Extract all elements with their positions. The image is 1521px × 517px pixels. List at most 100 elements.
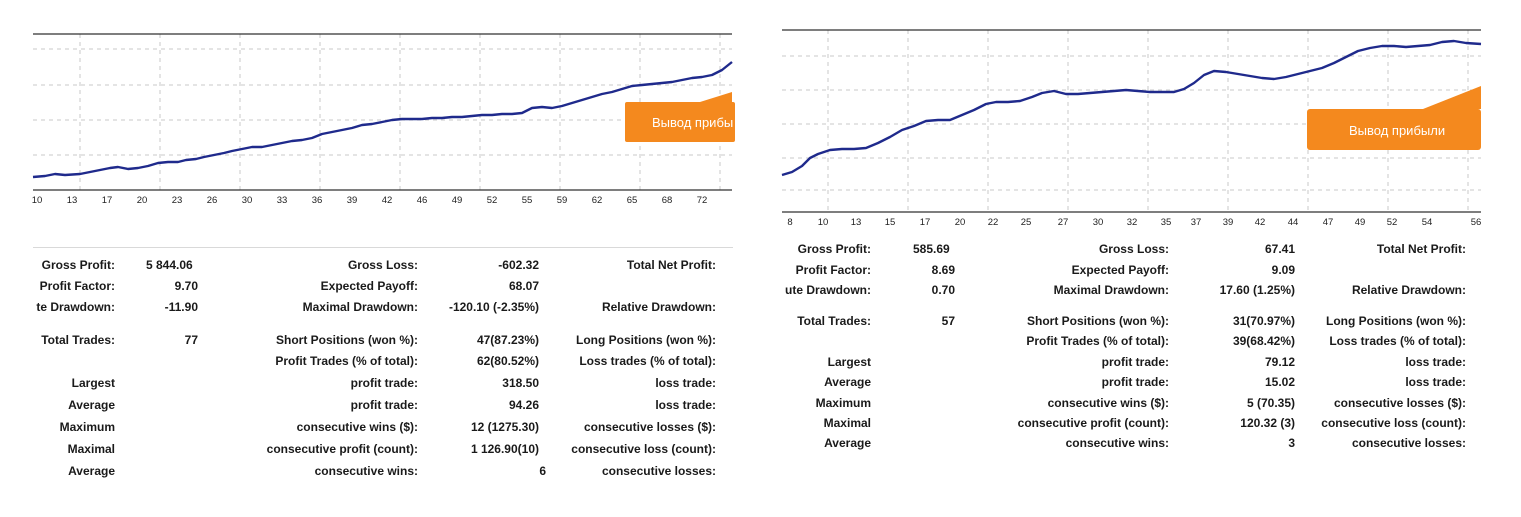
left-x-tick-labels: 10 13 17 20 23 26 30 33 36 39 42 46 49 5…: [32, 195, 708, 206]
left-badge-text: Вывод прибы: [652, 115, 733, 130]
left-x-tick: 65: [627, 195, 638, 206]
left-x-tick: 20: [137, 195, 148, 206]
left-x-tick: 13: [67, 195, 78, 206]
maximal-label: Maximal: [67, 442, 115, 456]
short-positions-value: 31(70.97%): [1232, 314, 1295, 328]
expected-payoff-value: 68.07: [508, 279, 539, 293]
largest-profit-trade-label: profit trade:: [1101, 355, 1169, 369]
max-consecutive-loss-label: consecutive loss (count):: [1321, 416, 1466, 430]
max-consecutive-losses-label: consecutive losses ($):: [1333, 396, 1466, 410]
max-consecutive-profit-value: 120.32 (3): [1240, 416, 1295, 430]
profit-trades-value: 39(68.42%): [1232, 334, 1295, 348]
right-x-tick: 42: [1255, 217, 1266, 228]
short-positions-label: Short Positions (won %):: [276, 333, 418, 347]
left-x-tick: 30: [242, 195, 253, 206]
average-consecutive-label: Average: [824, 436, 871, 450]
left-withdrawal-badge: Вывод прибы: [625, 92, 735, 142]
absolute-drawdown-value: -11.90: [164, 300, 198, 314]
right-x-tick: 49: [1355, 217, 1366, 228]
right-x-tick: 37: [1191, 217, 1202, 228]
average-label: Average: [68, 398, 115, 412]
right-badge-text: Вывод прибыли: [1349, 123, 1445, 138]
profit-factor-label: Profit Factor:: [39, 279, 115, 293]
total-trades-value: 57: [941, 314, 955, 328]
gross-profit-label: Gross Profit:: [41, 258, 115, 272]
left-x-tick: 23: [172, 195, 183, 206]
left-x-tick: 68: [662, 195, 673, 206]
right-x-tick: 56: [1471, 217, 1482, 228]
right-x-tick: 15: [885, 217, 896, 228]
right-equity-chart: 8 10 13 15 17 20 22 25 27 30 32 35 37 39…: [781, 29, 1481, 228]
long-positions-label: Long Positions (won %):: [1326, 314, 1466, 328]
gross-loss-value: -602.32: [498, 258, 539, 272]
left-x-tick: 55: [522, 195, 533, 206]
avg-consecutive-wins-value: 3: [1288, 436, 1295, 450]
left-x-tick: 72: [697, 195, 708, 206]
maximum-label: Maximum: [59, 420, 115, 434]
expected-payoff-label: Expected Payoff:: [320, 279, 418, 293]
left-x-tick: 10: [32, 195, 43, 206]
average-profit-trade-value: 15.02: [1264, 375, 1295, 389]
profit-trades-label: Profit Trades (% of total):: [1026, 334, 1169, 348]
profit-factor-value: 8.69: [931, 263, 955, 277]
long-positions-label: Long Positions (won %):: [576, 333, 716, 347]
max-consecutive-losses-label: consecutive losses ($):: [583, 420, 716, 434]
right-x-tick-labels: 8 10 13 15 17 20 22 25 27 30 32 35 37 39…: [787, 217, 1481, 228]
relative-drawdown-label: Relative Drawdown:: [601, 300, 716, 314]
max-consecutive-profit-label: consecutive profit (count):: [266, 442, 418, 456]
right-x-tick: 22: [988, 217, 999, 228]
loss-trades-label: Loss trades (% of total):: [1329, 334, 1466, 348]
gross-loss-label: Gross Loss:: [347, 258, 418, 272]
right-x-tick: 32: [1127, 217, 1138, 228]
right-x-tick: 8: [787, 217, 792, 228]
largest-label: Largest: [827, 355, 871, 369]
total-net-profit-label: Total Net Profit:: [1376, 242, 1466, 256]
average-profit-trade-label: profit trade:: [1101, 375, 1169, 389]
left-x-tick: 62: [592, 195, 603, 206]
right-x-tick: 47: [1323, 217, 1334, 228]
avg-consecutive-wins-value: 6: [539, 464, 546, 478]
profit-factor-label: Profit Factor:: [795, 263, 871, 277]
maximum-label: Maximum: [815, 396, 871, 410]
left-x-tick: 33: [277, 195, 288, 206]
total-net-profit-label: Total Net Profit:: [626, 258, 716, 272]
largest-label: Largest: [71, 376, 115, 390]
absolute-drawdown-label: ute Drawdown:: [785, 283, 871, 297]
average-profit-trade-label: profit trade:: [350, 398, 418, 412]
left-x-tick: 39: [347, 195, 358, 206]
right-x-tick: 39: [1223, 217, 1234, 228]
maximal-drawdown-value: -120.10 (-2.35%): [448, 300, 539, 314]
total-trades-value: 77: [184, 333, 198, 347]
profit-factor-value: 9.70: [174, 279, 198, 293]
expected-payoff-label: Expected Payoff:: [1071, 263, 1169, 277]
left-equity-chart: 10 13 17 20 23 26 30 33 36 39 42 46 49 5…: [32, 33, 735, 206]
right-withdrawal-badge: Вывод прибыли: [1307, 86, 1481, 150]
maximal-drawdown-label: Maximal Drawdown:: [1053, 283, 1169, 297]
total-trades-label: Total Trades:: [41, 333, 115, 347]
maximal-drawdown-value: 17.60 (1.25%): [1219, 283, 1295, 297]
gross-profit-label: Gross Profit:: [797, 242, 871, 256]
max-consecutive-loss-label: consecutive loss (count):: [571, 442, 716, 456]
max-consecutive-wins-label: consecutive wins ($):: [1047, 396, 1169, 410]
left-x-tick: 17: [102, 195, 113, 206]
left-x-tick: 49: [452, 195, 463, 206]
right-x-tick: 35: [1161, 217, 1172, 228]
gross-profit-value: 5 844.06: [146, 258, 193, 272]
gross-loss-value: 67.41: [1264, 242, 1295, 256]
left-x-tick: 36: [312, 195, 323, 206]
right-x-tick: 30: [1093, 217, 1104, 228]
right-x-tick: 10: [818, 217, 829, 228]
right-report-panel: 8 10 13 15 17 20 22 25 27 30 32 35 37 39…: [778, 0, 1521, 517]
largest-profit-trade-value: 318.50: [502, 376, 539, 390]
maximal-label: Maximal: [823, 416, 871, 430]
right-x-tick: 25: [1021, 217, 1032, 228]
gross-loss-label: Gross Loss:: [1098, 242, 1169, 256]
right-x-tick: 52: [1387, 217, 1398, 228]
max-consecutive-profit-label: consecutive profit (count):: [1017, 416, 1169, 430]
left-x-tick: 26: [207, 195, 218, 206]
right-x-tick: 44: [1288, 217, 1299, 228]
left-equity-line: [32, 61, 733, 179]
max-consecutive-wins-value: 12 (1275.30): [470, 420, 539, 434]
expected-payoff-value: 9.09: [1271, 263, 1295, 277]
avg-consecutive-wins-label: consecutive wins:: [1065, 436, 1169, 450]
